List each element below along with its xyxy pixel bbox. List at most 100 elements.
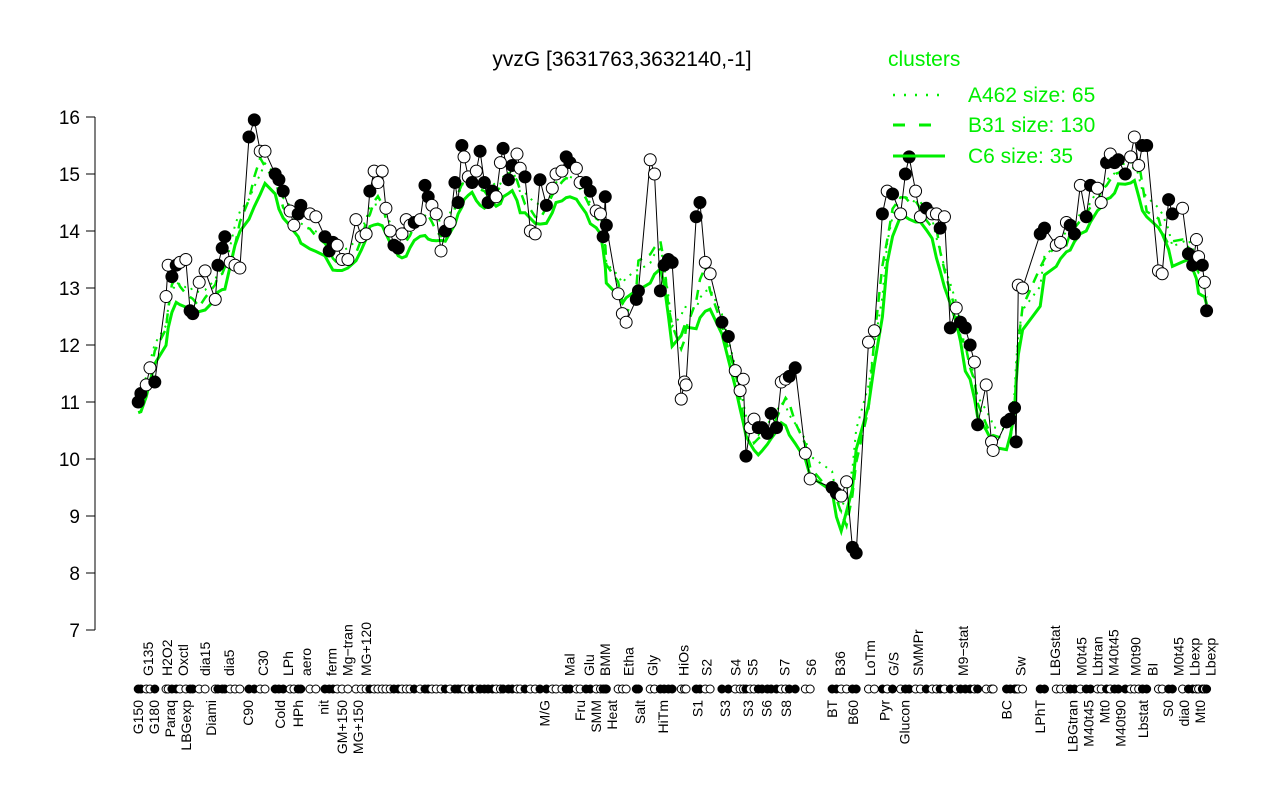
data-point — [834, 489, 848, 503]
x-tick-label-bottom: Glucon — [896, 700, 912, 744]
data-point — [294, 198, 308, 212]
data-point — [1195, 258, 1209, 272]
x-tick-label-top: LPh — [280, 651, 296, 676]
x-tick-label-bottom: Pyr — [877, 700, 893, 721]
data-point — [849, 546, 863, 560]
data-point — [395, 227, 409, 241]
data-point — [208, 292, 222, 306]
data-point — [418, 178, 432, 192]
x-tick-label-top: C30 — [255, 650, 271, 676]
y-tick-label: 9 — [69, 507, 80, 528]
x-tick-label-top: dia15 — [197, 642, 213, 676]
x-tick-label-top: Lbexp — [1186, 638, 1202, 676]
data-point — [489, 190, 503, 204]
data-point — [198, 264, 212, 278]
data-point — [528, 227, 542, 241]
data-point — [715, 315, 729, 329]
data-point — [341, 253, 355, 266]
data-point — [943, 321, 957, 335]
x-tick-label-top: S4 — [727, 659, 743, 676]
rug-point — [681, 684, 691, 694]
x-tick-label-bottom: MG+150 — [350, 700, 366, 754]
data-point — [898, 167, 912, 181]
data-point — [894, 207, 908, 221]
x-tick-label-bottom: Lbstat — [1135, 700, 1151, 738]
x-tick-label-bottom: G150 — [130, 700, 146, 734]
data-point — [287, 218, 301, 232]
data-point — [1003, 412, 1017, 426]
rug-point — [296, 684, 306, 694]
data-point — [211, 258, 225, 272]
rug-point — [621, 684, 631, 694]
x-tick-label-top: S2 — [698, 659, 714, 676]
data-point — [1111, 153, 1125, 167]
cluster-line-a462 — [137, 159, 1208, 515]
x-tick-label-bottom: C90 — [240, 700, 256, 726]
data-point — [1140, 139, 1154, 152]
data-point — [803, 472, 817, 486]
x-tick-label-top: H2O2 — [159, 639, 175, 676]
x-tick-label-bottom: Mt0 — [1096, 700, 1112, 724]
data-point — [1118, 167, 1132, 181]
x-tick-label-bottom: Fru — [572, 700, 588, 721]
data-point — [933, 221, 947, 235]
rug-point — [235, 684, 245, 694]
data-point — [1197, 275, 1211, 289]
data-point — [233, 261, 247, 275]
x-tick-label-top: dia5 — [221, 649, 237, 676]
data-point — [242, 130, 256, 144]
data-point — [457, 150, 471, 164]
x-tick-label-bottom: BC — [999, 700, 1015, 719]
data-point — [619, 315, 633, 329]
rug-point — [1202, 684, 1212, 694]
data-point — [967, 355, 981, 369]
data-point — [1165, 207, 1179, 221]
data-point — [272, 173, 286, 187]
data-point — [703, 267, 717, 281]
data-point — [840, 475, 854, 489]
data-point — [469, 164, 483, 178]
legend: clusters A462 size: 65 B31 size: 130 C6 … — [888, 48, 1095, 168]
rug-point — [973, 684, 983, 694]
data-point — [1009, 435, 1023, 449]
x-tick-label-bottom: Mt0 — [1192, 700, 1208, 724]
data-point — [569, 161, 583, 175]
x-tick-label-bottom: M40t45 — [1080, 700, 1096, 747]
rug-point — [851, 684, 861, 694]
data-point — [679, 378, 693, 392]
data-point — [986, 443, 1000, 457]
data-point — [611, 287, 625, 301]
data-point — [665, 255, 679, 269]
data-point — [1067, 227, 1081, 241]
x-tick-label-bottom: M40t90 — [1112, 700, 1128, 747]
data-point — [179, 253, 193, 266]
x-tick-label-bottom: LBGexp — [178, 700, 194, 751]
data-series — [131, 113, 1214, 560]
data-point — [596, 230, 610, 244]
legend-entry-c6: C6 size: 35 — [968, 145, 1073, 168]
data-point — [363, 184, 377, 198]
x-axis-labels: G135 H2O2 Oxctl dia15 dia5 C30 LPh aero ferm Mg−t… — [130, 622, 1218, 754]
rug-point — [311, 684, 321, 694]
x-tick-label-bottom: nit — [315, 700, 331, 715]
y-tick-label: 8 — [69, 564, 80, 585]
x-tick-label-top: Gly — [644, 655, 660, 676]
x-tick-label-top: B36 — [832, 651, 848, 676]
data-point — [971, 418, 985, 432]
data-point — [391, 241, 405, 255]
data-point — [698, 255, 712, 269]
data-point — [764, 406, 778, 420]
data-point — [963, 338, 977, 352]
data-point — [518, 170, 532, 184]
x-tick-label-top: aero — [298, 648, 314, 676]
data-point — [788, 361, 802, 375]
data-point — [736, 372, 750, 386]
y-tick-label: 15 — [59, 165, 80, 186]
data-point — [455, 139, 469, 152]
x-tick-label-top: M0t45 — [1170, 637, 1186, 676]
sample-rug — [133, 684, 1212, 694]
rug-point — [988, 684, 998, 694]
x-tick-label-bottom: S1 — [689, 700, 705, 717]
rug-point — [705, 684, 715, 694]
